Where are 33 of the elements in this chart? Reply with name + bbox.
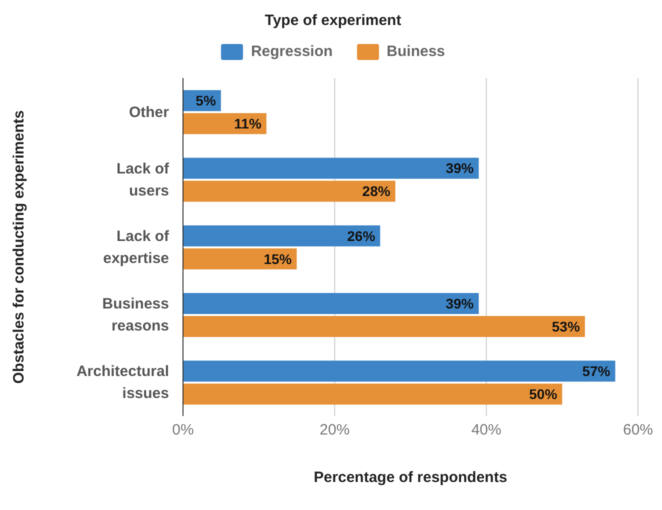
data-label: 5% xyxy=(196,92,216,109)
bar xyxy=(183,225,380,246)
data-label: 11% xyxy=(234,116,262,132)
y-tick-label: Architectural issues xyxy=(76,362,169,402)
legend-label: Regression xyxy=(250,43,333,60)
x-tick-label: 60% xyxy=(622,422,654,439)
bar xyxy=(183,384,562,405)
data-label: 53% xyxy=(552,318,580,334)
data-label: 39% xyxy=(446,295,474,312)
y-tick-label: Lack of users xyxy=(116,160,170,199)
data-label: 28% xyxy=(362,183,391,200)
legend-label: Buiness xyxy=(386,43,446,60)
bar xyxy=(183,248,297,270)
data-label: 57% xyxy=(582,363,611,380)
bar xyxy=(183,180,396,202)
y-tick-label: Lack of expertise xyxy=(103,228,170,266)
legend-title: Type of experiment xyxy=(264,12,402,29)
data-label: 26% xyxy=(347,228,376,244)
y-axis-title: Obstacles for conducting experiments xyxy=(10,110,28,384)
y-tick-label: Other xyxy=(128,103,170,120)
bar xyxy=(183,292,479,314)
data-label: 39% xyxy=(446,160,474,176)
data-label: 50% xyxy=(529,386,558,402)
data-label: 15% xyxy=(264,250,292,267)
bar xyxy=(183,316,585,337)
x-tick-label: 0% xyxy=(172,422,194,439)
y-tick-label: Business reasons xyxy=(102,295,169,334)
bar xyxy=(183,113,266,134)
bar xyxy=(183,158,479,179)
x-tick-label: 20% xyxy=(320,422,350,439)
x-tick-label: 40% xyxy=(471,422,502,439)
x-axis-title: Percentage of respondents xyxy=(314,469,508,486)
bar xyxy=(183,360,616,382)
